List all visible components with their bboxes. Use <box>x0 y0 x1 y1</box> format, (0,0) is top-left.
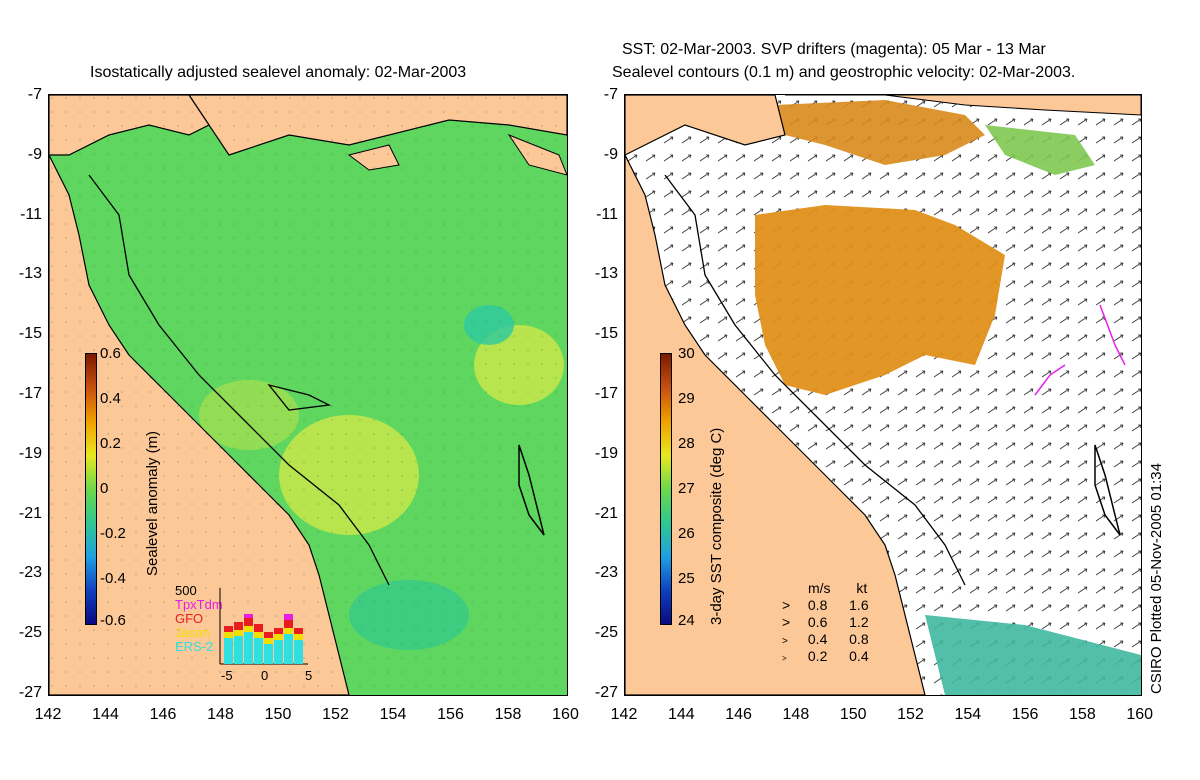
credit-text: CSIRO Plotted 05-Nov-2005 01:34 <box>1148 463 1165 694</box>
speed-kt: 0.8 <box>849 631 869 647</box>
x-tick-label: 154 <box>379 706 407 723</box>
y-tick-label: -25 <box>18 624 42 642</box>
hist-xtick: 0 <box>261 668 269 683</box>
speed-unit-kt: kt <box>856 580 868 596</box>
x-tick-label: 156 <box>1011 706 1039 723</box>
left-cb-tick: -0.6 <box>100 612 126 629</box>
left-map-title: Isostatically adjusted sealevel anomaly:… <box>90 64 467 81</box>
hist-legend-tpx: TpxTdm <box>175 597 223 612</box>
y-tick-label: -23 <box>18 564 42 582</box>
right-map-title-line1: SST: 02-Mar-2003. SVP drifters (magenta)… <box>622 41 1046 58</box>
left-cb-tick: 0 <box>100 480 109 497</box>
y-tick-label: -11 <box>20 205 42 223</box>
speed-unit-ms: m/s <box>808 580 831 596</box>
y-tick-label: -27 <box>18 684 42 701</box>
left-colorbar-label: Sealevel anomaly (m) <box>144 430 161 576</box>
y-tick-label: -25 <box>594 624 618 642</box>
y-tick-label: -13 <box>594 265 618 283</box>
x-tick-label: 160 <box>1126 706 1154 723</box>
speed-legend-row: > 0.4 0.8 <box>782 631 869 647</box>
y-tick-label: -17 <box>594 385 618 402</box>
y-tick-label: -7 <box>603 86 618 103</box>
y-tick-label: -17 <box>18 385 42 402</box>
sealevel-anomaly-map <box>48 94 568 696</box>
hist-xtick: 5 <box>305 668 313 683</box>
speed-legend-row: > 0.8 1.6 <box>782 597 869 613</box>
right-map-title-line2: Sealevel contours (0.1 m) and geostrophi… <box>612 64 1076 81</box>
x-tick-label: 152 <box>322 706 349 723</box>
hist-legend-ers2: ERS-2 <box>175 639 214 654</box>
x-tick-label: 152 <box>897 706 924 723</box>
y-tick-label: -9 <box>603 145 618 163</box>
x-tick-label: 144 <box>92 706 119 723</box>
right-colorbar-label: 3-day SST composite (deg C) <box>708 427 725 625</box>
speed-kt: 1.2 <box>849 614 869 630</box>
x-tick-label: 156 <box>437 706 464 723</box>
right-cb-tick: 26 <box>678 525 695 542</box>
x-tick-label: 148 <box>207 706 234 723</box>
left-cb-tick: 0.6 <box>100 345 121 362</box>
x-tick-label: 146 <box>149 706 177 723</box>
right-cb-tick: 24 <box>678 612 695 629</box>
x-tick-label: 150 <box>839 706 867 723</box>
speed-ms: 0.6 <box>807 614 828 630</box>
left-cb-tick: 0.2 <box>100 435 121 452</box>
left-cb-tick: -0.2 <box>100 525 126 542</box>
y-tick-label: -27 <box>594 684 618 701</box>
y-tick-label: -9 <box>27 145 42 163</box>
speed-legend-header: m/s kt <box>808 580 867 596</box>
speed-legend-row: > 0.6 1.2 <box>782 614 869 630</box>
y-tick-label: -13 <box>18 265 42 283</box>
y-tick-label: -15 <box>594 325 618 343</box>
y-tick-label: -21 <box>594 504 618 522</box>
y-tick-label: -23 <box>594 564 618 582</box>
right-cb-tick: 29 <box>678 390 695 407</box>
y-tick-label: -19 <box>594 444 618 462</box>
x-tick-label: 158 <box>494 706 522 723</box>
speed-ms: 0.4 <box>807 631 828 647</box>
sealevel-map-graphic <box>49 95 567 695</box>
hist-xtick: -5 <box>221 668 233 683</box>
y-tick-label: -7 <box>27 86 42 103</box>
x-tick-label: 146 <box>725 706 752 723</box>
pass-histogram <box>219 588 308 665</box>
arrow-icon: > <box>782 636 788 647</box>
speed-ms: 0.2 <box>807 648 828 664</box>
right-cb-tick: 27 <box>678 480 695 497</box>
speed-legend-row: > 0.2 0.4 <box>782 648 869 664</box>
right-cb-tick: 30 <box>678 345 695 362</box>
left-colorbar <box>85 353 97 625</box>
arrow-icon: > <box>782 614 791 630</box>
speed-ms: 0.8 <box>807 597 828 613</box>
hist-legend-jason: Jason <box>175 625 210 640</box>
speed-kt: 1.6 <box>849 597 869 613</box>
y-tick-label: -15 <box>18 325 42 343</box>
y-tick-label: -11 <box>596 205 618 223</box>
x-tick-label: 154 <box>954 706 982 723</box>
y-tick-label: -21 <box>18 504 42 522</box>
sst-map-graphic <box>625 95 1141 695</box>
y-tick-label: -19 <box>18 444 42 462</box>
speed-kt: 0.4 <box>849 648 869 664</box>
sst-velocity-map <box>624 94 1142 696</box>
left-cb-tick: 0.4 <box>100 390 121 407</box>
arrow-icon: > <box>782 654 787 663</box>
x-tick-label: 144 <box>667 706 695 723</box>
x-tick-label: 158 <box>1069 706 1096 723</box>
hist-legend-gfo: GFO <box>175 611 204 626</box>
x-tick-label: 148 <box>782 706 810 723</box>
hist-ymax: 500 <box>175 583 197 598</box>
right-colorbar <box>660 353 672 625</box>
arrow-icon: > <box>782 597 791 613</box>
x-tick-label: 150 <box>264 706 292 723</box>
x-tick-label: 142 <box>610 706 638 723</box>
right-cb-tick: 28 <box>678 435 695 452</box>
right-cb-tick: 25 <box>678 570 695 587</box>
x-tick-label: 160 <box>552 706 579 723</box>
x-tick-label: 142 <box>34 706 62 723</box>
left-cb-tick: -0.4 <box>100 570 126 587</box>
